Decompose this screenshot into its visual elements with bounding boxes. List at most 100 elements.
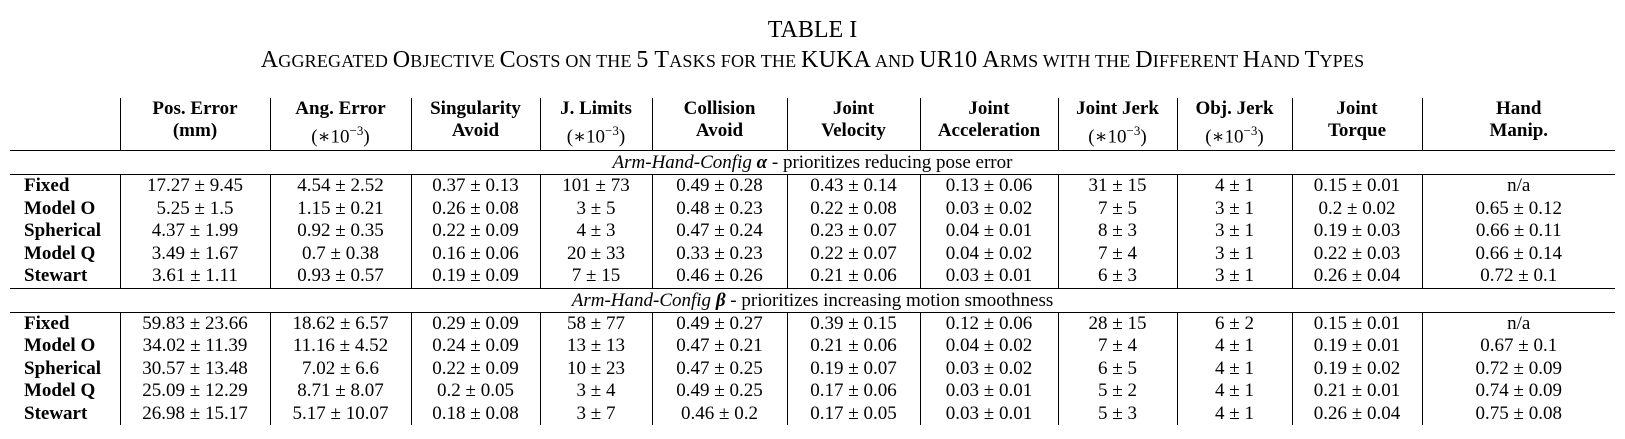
table-cell: 0.49 ± 0.27 [651, 312, 787, 336]
table-cell: 0.66 ± 0.11 [1421, 220, 1615, 243]
section-header-row: Arm-Hand-Config α - prioritizes reducing… [10, 151, 1615, 175]
table-cell: 0.92 ± 0.35 [269, 220, 411, 243]
table-cell: 0.46 ± 0.26 [651, 265, 787, 289]
table-row: Stewart 3.61 ± 1.11 0.93 ± 0.57 0.19 ± 0.09… [10, 265, 1615, 289]
column-header-line1: Hand [1496, 98, 1542, 119]
table-cell: 0.47 ± 0.21 [651, 335, 787, 358]
table-cell: 8 ± 3 [1057, 220, 1177, 243]
table-row: Spherical 4.37 ± 1.99 0.92 ± 0.35 0.22 ± 0.… [10, 220, 1615, 243]
table-cell: 4.54 ± 2.52 [269, 174, 411, 198]
table-cell: 13 ± 13 [539, 335, 652, 358]
column-header-line2: (∗10−3) [1205, 123, 1264, 148]
table-cell: 0.03 ± 0.01 [919, 402, 1058, 426]
results-table: Pos. Error (mm) Ang. Error (∗10−3) Singulari… [10, 98, 1615, 426]
table-cell: 0.67 ± 0.1 [1421, 335, 1615, 358]
table-cell: 5 ± 3 [1057, 402, 1177, 426]
title-fragment: 5 T [636, 47, 670, 73]
corner-cell [10, 98, 120, 151]
table-cell: 7 ± 4 [1057, 242, 1177, 266]
table-cell: 0.33 ± 0.23 [651, 242, 787, 266]
table-cell: 0.23 ± 0.07 [786, 220, 920, 243]
title-fragment: A [260, 47, 279, 73]
table-cell: 0.03 ± 0.01 [919, 380, 1058, 403]
title-fragment: OSTS ON THE [515, 51, 637, 71]
table-cell: 0.2 ± 0.05 [410, 380, 540, 403]
column-header-line2: (∗10−3) [1088, 123, 1147, 148]
title-fragment: YPES [1319, 51, 1365, 71]
table-cell: 0.72 ± 0.1 [1421, 265, 1615, 289]
table-caption: TABLE I AGGREGATED OBJECTIVE COSTS ON TH… [0, 0, 1625, 75]
table-cell: 20 ± 33 [539, 242, 652, 266]
table-cell: 8.71 ± 8.07 [269, 380, 411, 403]
column-header: Collision Avoid [651, 98, 787, 151]
table-cell: 0.72 ± 0.09 [1421, 357, 1615, 381]
table-cell: 0.03 ± 0.01 [919, 265, 1058, 289]
table-cell: 18.62 ± 6.57 [269, 312, 411, 336]
column-header: Joint Acceleration [919, 98, 1058, 151]
table-cell: 7.02 ± 6.6 [269, 357, 411, 381]
row-label: Model O [24, 335, 96, 357]
table-cell: 0.19 ± 0.03 [1291, 220, 1422, 243]
header-row: Pos. Error (mm) Ang. Error (∗10−3) Singulari… [10, 98, 1615, 151]
table-cell: 0.48 ± 0.23 [651, 197, 787, 221]
column-header-line2: Velocity [821, 120, 886, 141]
table-cell: 30.57 ± 13.48 [119, 357, 270, 381]
table-cell: 4 ± 1 [1176, 174, 1292, 198]
table-cell: 0.26 ± 0.08 [410, 197, 540, 221]
title-fragment: KUKA [801, 47, 872, 73]
table-cell: 0.19 ± 0.01 [1291, 335, 1422, 358]
table-cell: 0.47 ± 0.24 [651, 220, 787, 243]
column-header-line2: Manip. [1489, 120, 1549, 141]
table-cell: 0.21 ± 0.06 [786, 265, 920, 289]
table-cell: 0.17 ± 0.06 [786, 380, 920, 403]
title-fragment: D [1135, 47, 1153, 73]
row-label: Model O [24, 197, 96, 219]
table-cell: 0.29 ± 0.09 [410, 312, 540, 336]
table-cell: 34.02 ± 11.39 [119, 335, 270, 358]
column-header-line2: Avoid [451, 120, 500, 141]
column-header: Obj. Jerk (∗10−3) [1176, 98, 1292, 151]
column-header-line2: Avoid [695, 120, 744, 141]
table-cell: 25.09 ± 12.29 [119, 380, 270, 403]
column-header-line1: Pos. Error [152, 98, 238, 119]
table-cell: 0.49 ± 0.28 [651, 174, 787, 198]
table-cell: 28 ± 15 [1057, 312, 1177, 336]
column-header: Hand Manip. [1421, 98, 1615, 151]
column-header-line1: Joint [1336, 98, 1378, 119]
title-fragment: RMS WITH THE [999, 51, 1136, 71]
column-header: J. Limits (∗10−3) [539, 98, 652, 151]
table-cell: 0.16 ± 0.06 [410, 242, 540, 266]
table-body: Arm-Hand-Config α - prioritizes reducing… [10, 151, 1615, 426]
table-cell: 3.61 ± 1.11 [119, 265, 270, 289]
table-cell: 11.16 ± 4.52 [269, 335, 411, 358]
table-cell: 7 ± 5 [1057, 197, 1177, 221]
column-header-line1: Joint [832, 98, 875, 119]
table-cell: 0.26 ± 0.04 [1291, 265, 1422, 289]
table-cell: 3 ± 1 [1176, 265, 1292, 289]
table-cell: 0.22 ± 0.08 [786, 197, 920, 221]
column-header: Joint Velocity [786, 98, 920, 151]
table-cell: 0.13 ± 0.06 [919, 174, 1058, 198]
table-cell: 0.47 ± 0.25 [651, 357, 787, 381]
table-cell: 0.22 ± 0.09 [410, 220, 540, 243]
section-label: Arm-Hand-Config β - prioritizes increasi… [571, 289, 1054, 311]
title-fragment: BJECTIVE [410, 51, 500, 71]
table-cell: 3 ± 5 [539, 197, 652, 221]
table-cell: 0.39 ± 0.15 [786, 312, 920, 336]
table-cell: 0.21 ± 0.06 [786, 335, 920, 358]
column-header: Singularity Avoid [410, 98, 540, 151]
title-fragment: AND [871, 51, 920, 71]
column-header-line1: Joint Jerk [1076, 98, 1159, 119]
table-cell: 4.37 ± 1.99 [119, 220, 270, 243]
table-cell: 58 ± 77 [539, 312, 652, 336]
column-header-line1: Ang. Error [295, 98, 386, 119]
table-cell: 0.49 ± 0.25 [651, 380, 787, 403]
table-cell: 4 ± 1 [1176, 335, 1292, 358]
column-header: Ang. Error (∗10−3) [269, 98, 411, 151]
section-label: Arm-Hand-Config α - prioritizes reducing… [612, 152, 1013, 174]
table-cell: 5.17 ± 10.07 [269, 402, 411, 426]
table-cell: 10 ± 23 [539, 357, 652, 381]
table-cell: 0.17 ± 0.05 [786, 402, 920, 426]
table-cell: 0.18 ± 0.08 [410, 402, 540, 426]
table-cell: 59.83 ± 23.66 [119, 312, 270, 336]
